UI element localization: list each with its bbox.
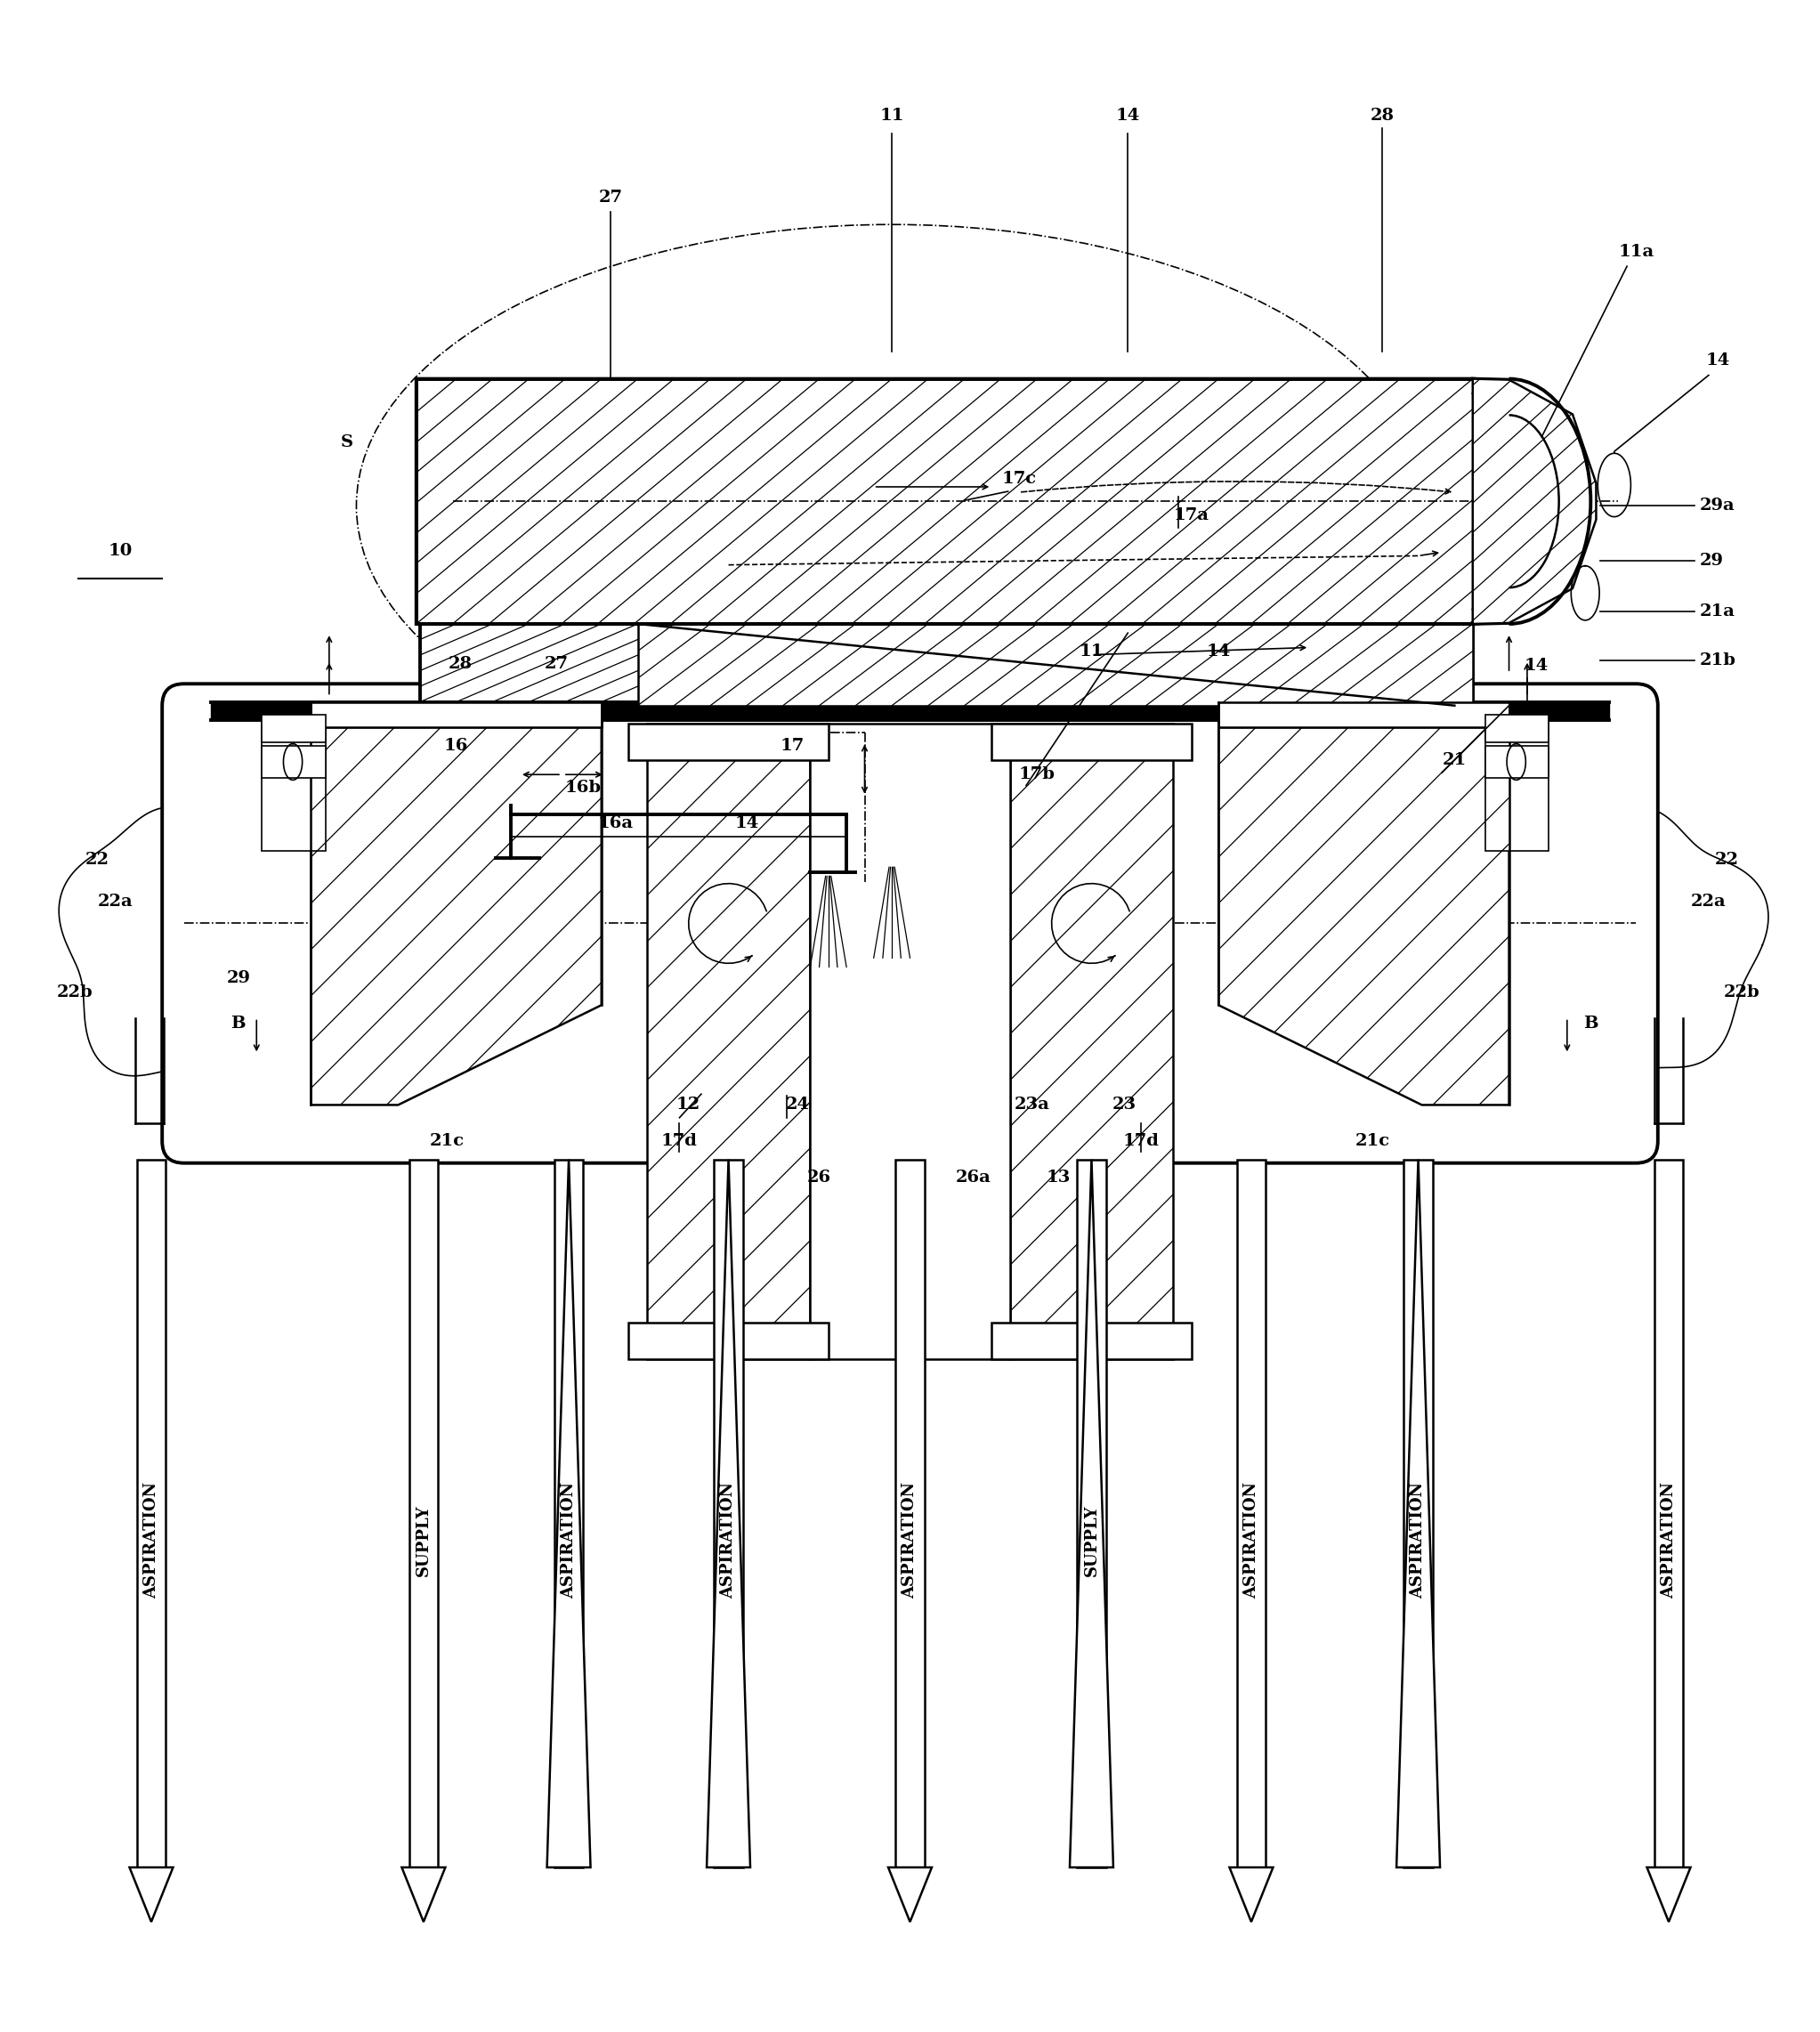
Text: 14: 14 (1523, 658, 1549, 675)
Text: 17b: 17b (1019, 766, 1056, 782)
Polygon shape (129, 1867, 173, 1922)
Polygon shape (417, 378, 1540, 624)
Text: 21: 21 (1443, 752, 1467, 768)
Text: 29a: 29a (1700, 498, 1734, 514)
Text: S: S (340, 435, 353, 451)
Text: 21a: 21a (1700, 604, 1734, 620)
Text: ASPIRATION: ASPIRATION (721, 1481, 737, 1599)
Polygon shape (1485, 715, 1549, 851)
Polygon shape (888, 1867, 932, 1922)
Text: 11: 11 (879, 108, 905, 124)
Polygon shape (637, 624, 1472, 705)
Polygon shape (1230, 1867, 1272, 1922)
FancyBboxPatch shape (162, 685, 1658, 1162)
Polygon shape (1219, 727, 1509, 1105)
Bar (1485, 746, 1549, 778)
Text: 22a: 22a (1691, 894, 1727, 910)
Text: 17: 17 (781, 738, 804, 754)
Polygon shape (1472, 378, 1596, 624)
Text: B: B (231, 1016, 246, 1032)
Text: 28: 28 (1370, 108, 1394, 124)
Polygon shape (646, 723, 810, 1359)
Bar (1219, 701, 1509, 727)
Polygon shape (1070, 1160, 1114, 1867)
Polygon shape (1010, 723, 1174, 1359)
Text: ASPIRATION: ASPIRATION (1660, 1481, 1676, 1599)
Text: 21c: 21c (1356, 1134, 1390, 1150)
Text: ASPIRATION: ASPIRATION (561, 1481, 577, 1599)
Text: ASPIRATION: ASPIRATION (903, 1481, 917, 1599)
Text: 22b: 22b (56, 983, 93, 1000)
Text: 16: 16 (444, 738, 468, 754)
Text: 24: 24 (786, 1097, 810, 1114)
Text: 16b: 16b (564, 778, 602, 795)
Text: 26a: 26a (956, 1170, 992, 1185)
Bar (262, 715, 326, 742)
Bar (1238, 1160, 1265, 1867)
Text: 17a: 17a (1174, 506, 1208, 522)
Bar (136, 1160, 166, 1867)
Text: 14: 14 (735, 815, 759, 831)
Text: 17d: 17d (661, 1134, 697, 1150)
Polygon shape (1647, 1867, 1691, 1922)
Bar (628, 723, 828, 760)
Polygon shape (1396, 1160, 1440, 1867)
Text: 11: 11 (1079, 642, 1103, 658)
Bar (895, 1160, 925, 1867)
Text: ASPIRATION: ASPIRATION (1243, 1481, 1259, 1599)
Text: 14: 14 (1705, 354, 1729, 368)
Polygon shape (420, 624, 1472, 701)
Text: 17c: 17c (1001, 471, 1036, 488)
Polygon shape (402, 1867, 446, 1922)
Text: 21b: 21b (1700, 652, 1736, 669)
Text: 22: 22 (1714, 851, 1738, 868)
Text: 17d: 17d (1123, 1134, 1159, 1150)
Text: 21c: 21c (430, 1134, 464, 1150)
Bar (1485, 715, 1549, 742)
Bar (628, 1323, 828, 1359)
Text: 27: 27 (544, 656, 568, 673)
Text: ASPIRATION: ASPIRATION (1410, 1481, 1427, 1599)
Text: 28: 28 (448, 656, 471, 673)
Bar (1077, 1160, 1107, 1867)
Polygon shape (262, 715, 326, 851)
Text: 22a: 22a (96, 894, 133, 910)
Text: SUPPLY: SUPPLY (1083, 1506, 1099, 1577)
Text: 23: 23 (1112, 1097, 1136, 1114)
Text: 16a: 16a (599, 815, 633, 831)
Bar (410, 1160, 439, 1867)
Text: 23a: 23a (1014, 1097, 1050, 1114)
Text: 29: 29 (226, 969, 251, 986)
Bar (992, 723, 1192, 760)
Text: ASPIRATION: ASPIRATION (144, 1481, 160, 1599)
Text: 27: 27 (599, 189, 622, 205)
Text: SUPPLY: SUPPLY (415, 1506, 431, 1577)
Bar (810, 723, 1010, 1359)
Bar (311, 701, 601, 727)
Text: 29: 29 (1700, 553, 1724, 569)
Polygon shape (706, 1160, 750, 1867)
Bar (262, 746, 326, 778)
Bar (1654, 1160, 1684, 1867)
Text: 22b: 22b (1724, 983, 1760, 1000)
Bar (992, 1323, 1192, 1359)
Bar (713, 1160, 743, 1867)
Polygon shape (548, 1160, 590, 1867)
Polygon shape (311, 727, 601, 1105)
Text: A: A (866, 707, 881, 723)
Text: 14: 14 (1116, 108, 1139, 124)
Text: 10: 10 (107, 543, 133, 559)
Text: 14: 14 (1207, 642, 1230, 658)
Text: 26: 26 (808, 1170, 832, 1185)
Text: 13: 13 (1046, 1170, 1070, 1185)
Text: 11a: 11a (1618, 244, 1654, 260)
Text: B: B (1583, 1016, 1598, 1032)
Text: 22: 22 (86, 851, 109, 868)
Text: 12: 12 (677, 1097, 701, 1114)
Bar (555, 1160, 582, 1867)
Bar (1403, 1160, 1432, 1867)
